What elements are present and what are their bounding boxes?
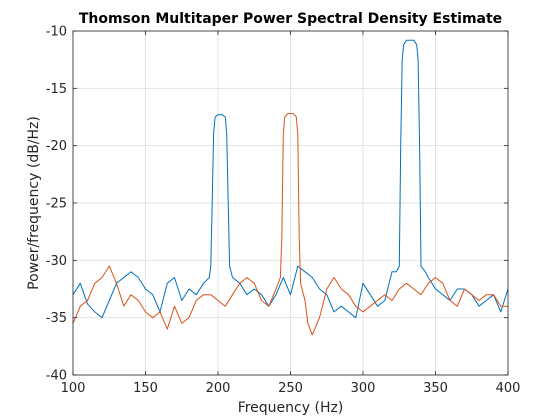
y-axis-label: Power/frequency (dB/Hz)	[26, 116, 42, 290]
chart-title: Thomson Multitaper Power Spectral Densit…	[79, 11, 502, 27]
y-tick-label: -30	[46, 254, 67, 269]
y-tick-label: -35	[46, 311, 67, 326]
x-tick-label: 100	[61, 381, 86, 396]
axis-ticks: 100 150 200 250 300 350 400 -40 -35 -30 -25 -20 -15 -…	[46, 25, 521, 397]
y-tick-label: -20	[46, 139, 67, 154]
psd-series-line-2	[72, 113, 508, 336]
x-axis-label: Frequency (Hz)	[238, 400, 344, 416]
x-tick-label: 150	[133, 381, 158, 396]
x-tick-label: 200	[206, 381, 231, 396]
x-tick-label: 400	[496, 381, 521, 396]
y-tick-label: -10	[46, 25, 67, 40]
grid-lines	[72, 30, 509, 376]
series-layer	[72, 39, 509, 336]
x-tick-label: 350	[423, 381, 448, 396]
x-tick-label: 300	[351, 381, 376, 396]
y-tick-label: -40	[46, 369, 67, 384]
y-tick-label: -15	[46, 82, 67, 97]
x-tick-label: 250	[278, 381, 303, 396]
y-tick-label: -25	[46, 197, 67, 212]
psd-series-line-1	[72, 39, 509, 319]
